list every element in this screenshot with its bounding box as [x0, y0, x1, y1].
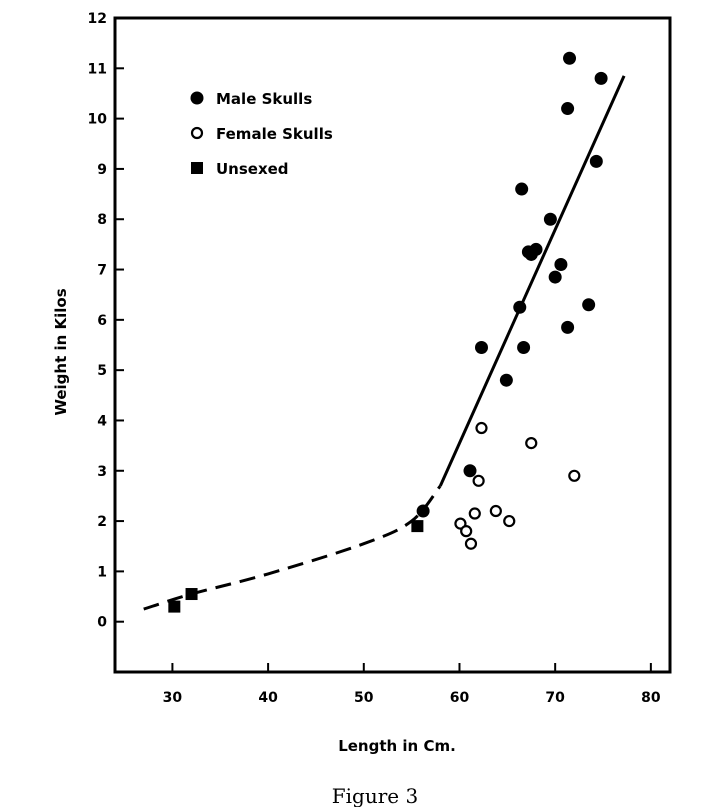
y-tick-label: 9 [97, 162, 107, 178]
male-skull-point [513, 300, 527, 314]
legend-label: Unsexed [216, 160, 289, 178]
legend-label: Male Skulls [216, 90, 312, 108]
y-tick-label: 3 [97, 464, 107, 480]
x-axis: 30 40 50 60 70 80 [163, 663, 661, 706]
x-tick-label: 40 [258, 690, 278, 706]
x-tick-label: 80 [641, 690, 661, 706]
male-skull-point [582, 298, 596, 312]
legend-marker [190, 91, 204, 105]
male-skull-point [416, 504, 430, 518]
y-tick-label: 0 [97, 615, 107, 631]
male-skull-point [561, 320, 575, 334]
female-skull-point [460, 525, 473, 538]
female-skull-point [464, 537, 478, 550]
male-skull-point [499, 373, 513, 387]
y-tick-label: 10 [88, 112, 108, 128]
y-tick-label: 12 [88, 11, 107, 27]
y-tick-label: 1 [97, 564, 107, 580]
female-skull-point [468, 507, 481, 520]
male-skull-point [517, 341, 531, 355]
male-skull-point [524, 247, 538, 261]
y-axis-title: Weight in Kilos [52, 288, 70, 415]
plot-frame [113, 16, 672, 674]
y-tick-label: 4 [97, 413, 107, 429]
female-skull-point [503, 514, 516, 528]
y-tick-label: 2 [97, 514, 107, 530]
legend-label: Female Skulls [216, 125, 333, 143]
female-skull-point [489, 504, 502, 518]
x-tick-label: 50 [354, 690, 374, 706]
unsexed-point [185, 588, 198, 601]
figure-caption: Figure 3 [332, 784, 418, 807]
female-skull-point [568, 469, 581, 482]
x-tick-label: 30 [163, 690, 183, 706]
male-skull-point [589, 154, 603, 168]
legend: Male Skulls Female Skulls Unsexed [190, 90, 333, 178]
y-tick-label: 11 [88, 61, 107, 77]
female-skull-point [472, 474, 485, 487]
unsexed-point [168, 600, 181, 613]
male-skull-point [554, 258, 568, 272]
y-tick-label: 5 [97, 363, 107, 379]
female-skull-point [525, 437, 538, 450]
male-skull-point [548, 270, 562, 284]
male-skull-point [561, 102, 575, 116]
male-skull-point [515, 182, 529, 196]
data-points [168, 51, 608, 613]
male-skull-point [594, 71, 608, 85]
male-skull-point [563, 51, 577, 65]
x-tick-label: 70 [545, 690, 565, 706]
y-tick-label: 7 [97, 263, 107, 279]
fit-curve-solid [438, 75, 626, 487]
male-skull-point [543, 212, 557, 226]
legend-marker [190, 126, 204, 140]
y-tick-label: 6 [97, 313, 107, 329]
x-tick-label: 60 [450, 690, 470, 706]
fit-curve [143, 75, 626, 611]
legend-marker [191, 162, 203, 174]
y-tick-label: 8 [97, 212, 107, 228]
x-axis-title: Length in Cm. [338, 737, 456, 755]
female-skull-point [475, 421, 488, 435]
male-skull-point [463, 464, 477, 478]
unsexed-point [411, 520, 424, 533]
male-skull-point [474, 341, 488, 355]
